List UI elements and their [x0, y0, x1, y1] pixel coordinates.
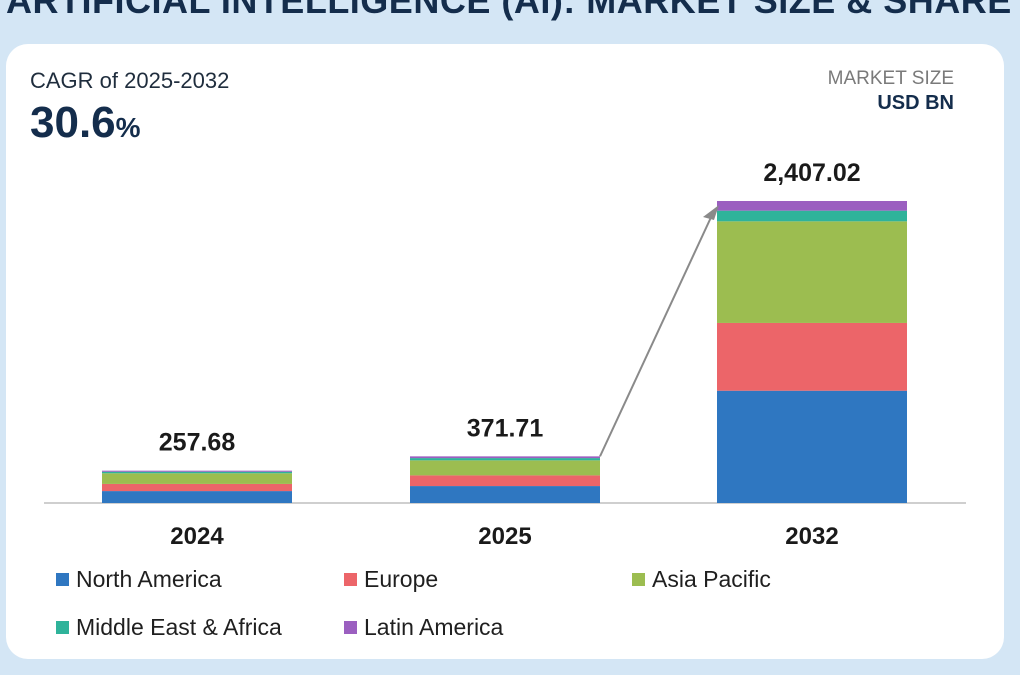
bar-segment-2032-north-america — [717, 390, 907, 503]
bar-segment-2032-asia-pacific — [717, 221, 907, 323]
bar-segment-2024-latin-america — [102, 470, 292, 472]
bar-segment-2025-north-america — [410, 486, 600, 503]
legend-label: Middle East & Africa — [76, 613, 282, 640]
total-label-2032: 2,407.02 — [763, 159, 860, 187]
bar-segment-2025-latin-america — [410, 456, 600, 459]
bar-segment-2032-latin-america — [717, 201, 907, 211]
legend-item-asia-pacific: Asia Pacific — [632, 564, 932, 594]
x-tick-label-2032: 2032 — [785, 523, 838, 550]
legend-label: Asia Pacific — [652, 565, 771, 592]
legend-item-europe: Europe — [344, 564, 632, 594]
bar-segment-2024-asia-pacific — [102, 473, 292, 484]
bar-segment-2024-middle-east-africa — [102, 471, 292, 474]
legend-swatch-middle-east-africa — [56, 620, 69, 634]
legend-item-latin-america: Latin America — [344, 612, 644, 642]
market-size-label: MARKET SIZE — [827, 68, 954, 89]
legend-label: Latin America — [364, 613, 504, 640]
chart-card: CAGR of 2025-2032 30.6% MARKET SIZE USD … — [6, 44, 1004, 659]
growth-arrow-line — [599, 212, 714, 457]
legend-label: North America — [76, 565, 222, 592]
bar-segment-2025-europe — [410, 475, 600, 487]
cagr-unit: % — [115, 112, 141, 143]
x-tick-label-2025: 2025 — [478, 523, 531, 550]
bar-segment-2024-north-america — [102, 491, 292, 503]
cagr-label: CAGR of 2025-2032 — [30, 68, 230, 93]
legend-swatch-latin-america — [344, 620, 357, 634]
legend-item-middle-east-africa: Middle East & Africa — [56, 612, 344, 642]
page-title: ARTIFICIAL INTELLIGENCE (AI): MARKET SIZ… — [6, 0, 1012, 21]
legend-swatch-north-america — [56, 572, 69, 586]
legend-label: Europe — [364, 565, 439, 592]
stacked-bar-chart: 257.68 2024 371.71 2025 2,407.02 2032 — [44, 159, 966, 550]
legend-swatch-asia-pacific — [632, 572, 645, 586]
bar-segment-2025-asia-pacific — [410, 460, 600, 476]
cagr-number: 30.6 — [30, 98, 116, 147]
cagr-value: 30.6% — [30, 98, 141, 148]
growth-arrow-head — [703, 205, 719, 220]
legend-item-north-america: North America — [56, 564, 344, 594]
bar-segment-2032-middle-east-africa — [717, 210, 907, 222]
bar-segment-2032-europe — [717, 322, 907, 391]
market-size-unit: USD BN — [877, 92, 954, 114]
total-label-2024: 257.68 — [159, 429, 236, 457]
chart-legend: North America Europe Asia Pacific Middle… — [56, 564, 956, 642]
legend-swatch-europe — [344, 572, 357, 586]
bar-segment-2024-europe — [102, 483, 292, 492]
total-label-2025: 371.71 — [467, 414, 544, 442]
x-tick-label-2024: 2024 — [170, 523, 224, 550]
bar-segment-2025-middle-east-africa — [410, 458, 600, 461]
